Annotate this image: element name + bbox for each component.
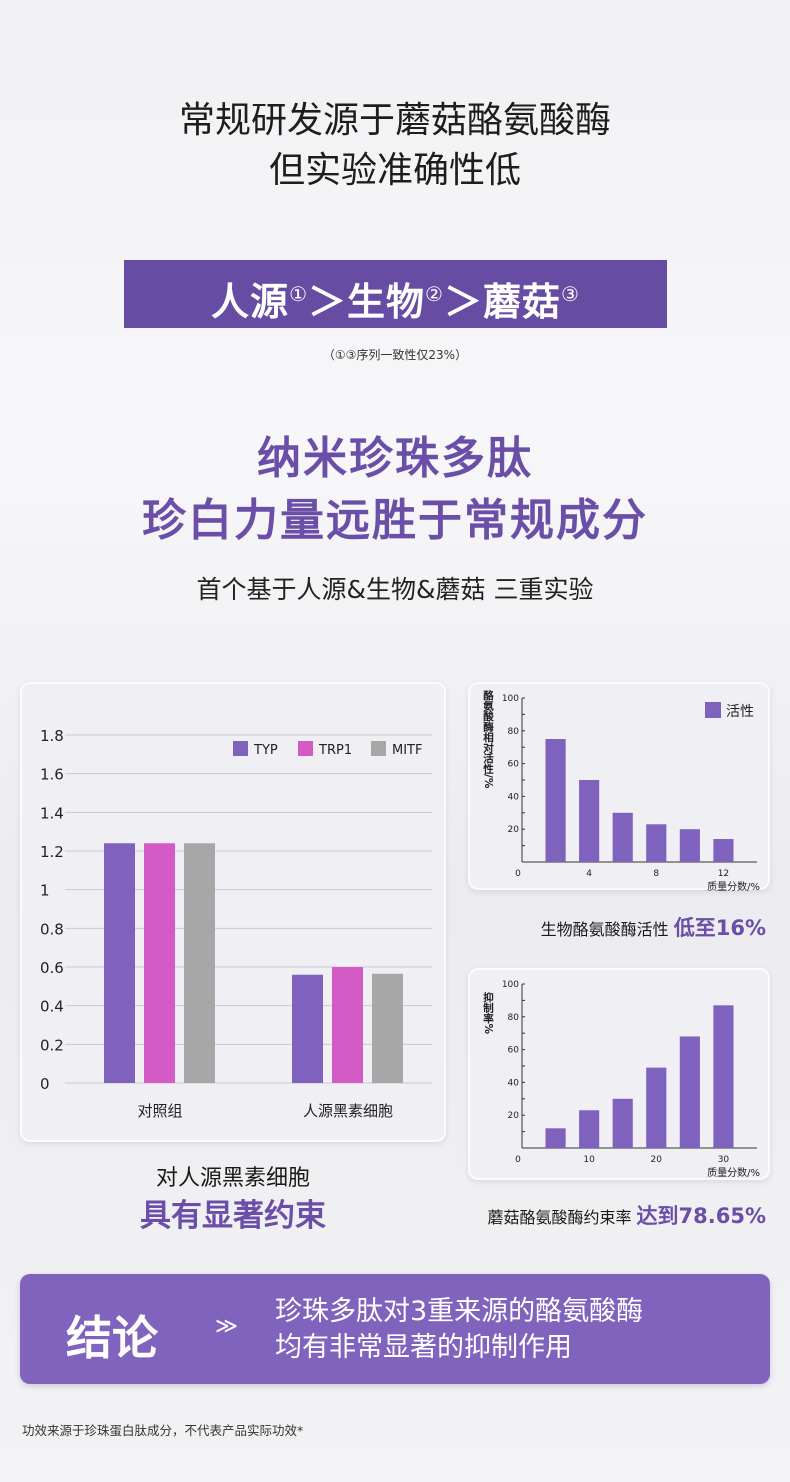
y-tick-label: 0.8 [40,920,64,938]
headline: 纳米珍珠多肽 珍白力量远胜于常规成分 [0,428,790,552]
caption-bio-text: 生物酪氨酸酶活性 [540,920,674,939]
double-arrow-icon: ≫ [215,1314,239,1339]
caption-mushroom-text: 蘑菇酪氨酸酶约束率 [487,1208,637,1227]
x-axis-label: 质量分数/% [707,880,760,893]
headline-line-1: 纳米珍珠多肽 [257,433,533,484]
bar-typ [292,974,323,1083]
caption-bio: 生物酪氨酸酶活性 低至16% [541,912,766,942]
y-tick-label: 40 [508,792,520,802]
y-tick-label: 0 [40,1075,50,1093]
header-title: 常规研发源于蘑菇酪氨酸酶 但实验准确性低 [0,96,790,196]
bar [646,824,667,862]
x-tick-label: 0 [515,1155,521,1165]
bio-chart-y-axis-label: 酪氨酸酶相对活性/% [482,690,494,789]
conclusion-box: 结论 ≫ 珍珠多肽对3重来源的酪氨酸酶 均有非常显著的抑制作用 [20,1274,770,1384]
y-tick-label: 1.8 [40,727,64,745]
y-tick-label: 0.4 [40,998,64,1016]
bar [646,1067,667,1148]
y-tick-label: 0.2 [40,1036,64,1054]
y-tick-label: 20 [508,825,520,835]
y-tick-label: 1.6 [40,766,64,784]
legend-swatch [371,741,386,756]
x-category-label: 对照组 [137,1102,182,1120]
y-tick-label: 1.4 [40,804,64,822]
bar [713,1005,734,1148]
y-tick-label: 60 [508,1046,520,1056]
bar [579,1110,600,1148]
bar-mitf [372,973,403,1083]
conclusion-text: 珍珠多肽对3重来源的酪氨酸酶 均有非常显著的抑制作用 [275,1294,643,1366]
header-line-1: 常规研发源于蘑菇酪氨酸酶 [178,100,611,141]
footnote: 功效来源于珍珠蛋白肽成分，不代表产品实际功效* [22,1423,304,1438]
y-tick-label: 80 [508,1013,520,1023]
y-tick-label: 1.2 [40,843,64,861]
bar [579,780,600,862]
bar-typ [104,843,135,1083]
x-tick-label: 12 [718,869,729,879]
y-tick-label: 20 [508,1111,520,1121]
y-tick-label: 1 [40,882,50,900]
y-tick-label: 60 [508,760,520,770]
bar [612,1098,633,1148]
x-tick-label: 10 [583,1155,595,1165]
legend-label: TRP1 [318,743,352,758]
caption-bio-value: 低至16% [673,916,766,940]
legend-swatch [298,741,313,756]
x-tick-label: 0 [515,869,521,879]
y-tick-label: 100 [502,694,519,704]
banner-mark-2: ② [425,282,444,306]
x-tick-label: 20 [651,1155,663,1165]
legend-swatch [705,702,721,718]
y-tick-label: 0.6 [40,959,64,977]
headline-line-2: 珍白力量远胜于常规成分 [142,495,648,546]
subtitle: 首个基于人源&生物&蘑菇 三重实验 [196,575,594,604]
banner-gt-2: ＞ [443,280,483,324]
conclusion-line-2: 均有非常显著的抑制作用 [275,1332,572,1363]
conclusion-title: 结论 [66,1311,158,1365]
x-tick-label: 30 [718,1155,730,1165]
source-ranking-banner: 人源①＞生物②＞蘑菇③ [124,260,667,328]
bar [679,829,700,862]
bar [679,1036,700,1148]
mushroom-chart-y-axis-label: 抑制率% [482,992,494,1035]
bar-trp1 [144,843,175,1083]
caption-left-2: 具有显著约束 [140,1198,326,1234]
legend-label: MITF [392,743,422,758]
banner-mark-3: ③ [561,282,580,306]
banner-human: 人源 [211,280,290,324]
bar [612,812,633,862]
bar [713,839,734,862]
conclusion-line-1: 珍珠多肽对3重来源的酪氨酸酶 [275,1296,644,1327]
bar-mitf [184,843,215,1083]
legend-label: TYP [253,743,278,758]
bar [545,739,566,862]
banner-mark-1: ① [289,282,308,306]
x-category-label: 人源黑素细胞 [303,1102,393,1120]
y-tick-label: 80 [508,727,520,737]
legend-label: 活性 [726,704,754,720]
banner-gt-1: ＞ [308,280,348,324]
caption-left-1: 对人源黑素细胞 [155,1166,310,1191]
x-tick-label: 8 [653,869,659,879]
sequence-note: （①③序列一致性仅23%） [322,348,468,362]
y-tick-label: 40 [508,1078,520,1088]
caption-mushroom: 蘑菇酪氨酸酶约束率 达到78.65% [487,1200,766,1230]
bar-trp1 [332,967,363,1083]
x-tick-label: 4 [586,869,592,879]
caption-mushroom-value: 达到78.65% [636,1204,766,1228]
banner-mushroom: 蘑菇 [482,280,561,324]
y-tick-label: 100 [502,980,519,990]
bar [545,1128,566,1148]
x-axis-label: 质量分数/% [707,1166,760,1179]
banner-bio: 生物 [347,280,426,324]
header-line-2: 但实验准确性低 [268,150,521,191]
legend-swatch [233,741,248,756]
